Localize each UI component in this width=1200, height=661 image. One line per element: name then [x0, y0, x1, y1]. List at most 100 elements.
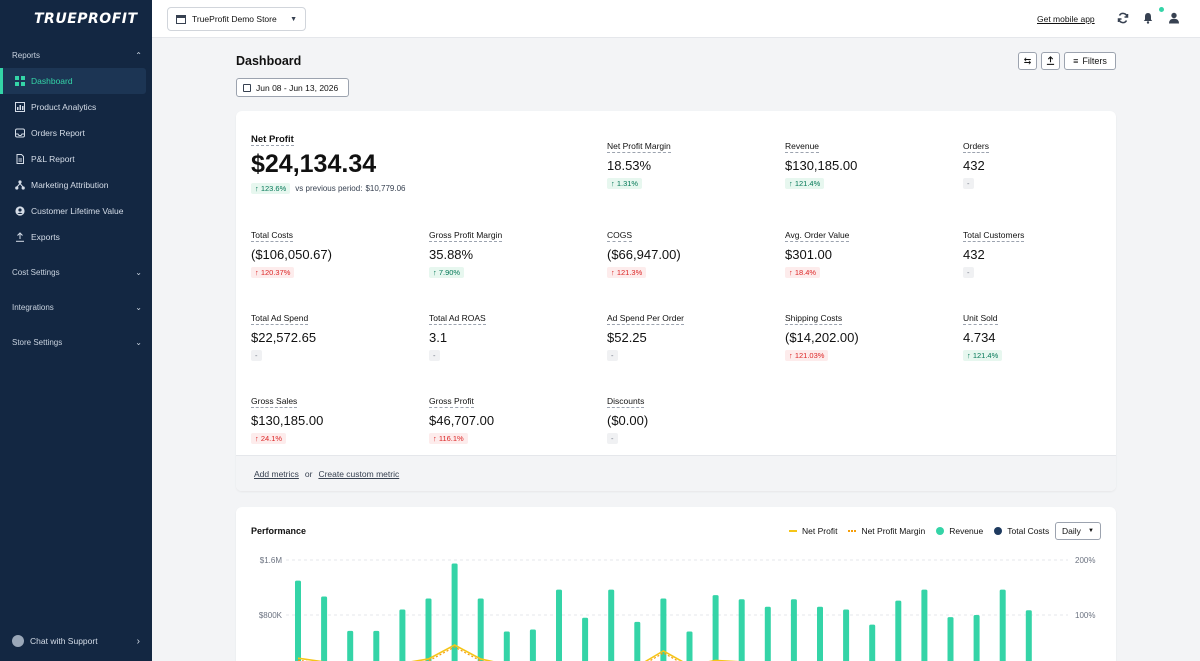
metric-label: Orders — [963, 141, 989, 153]
revenue-bar[interactable] — [790, 599, 797, 661]
add-metrics-link[interactable]: Add metrics — [254, 468, 299, 479]
revenue-bar[interactable] — [921, 589, 928, 661]
revenue-bar[interactable] — [869, 624, 876, 661]
export-button[interactable] — [1041, 52, 1060, 70]
metric-value: $22,572.65 — [251, 330, 317, 345]
metric-change-badge: ↑ 1.31% — [607, 178, 643, 189]
revenue-bar[interactable] — [556, 589, 562, 661]
revenue-bar[interactable] — [999, 589, 1006, 661]
line-swatch-icon — [789, 530, 797, 532]
date-range-picker[interactable]: Jun 08 - Jun 13, 2026 — [236, 78, 349, 97]
gross-sales-metric[interactable]: Gross Sales $130,185.00 ↑ 24.1% — [251, 391, 323, 446]
cost-settings-toggle[interactable]: Cost Settings ⌄ — [12, 268, 142, 277]
dot-swatch-icon — [936, 527, 945, 535]
revenue-bar[interactable] — [529, 629, 536, 661]
revenue-bar[interactable] — [347, 630, 354, 661]
revenue-bar[interactable] — [895, 600, 902, 661]
user-icon[interactable] — [1167, 11, 1181, 25]
legend-total-costs[interactable]: Total Costs — [994, 526, 1049, 536]
interval-select[interactable]: Daily ▼ — [1055, 522, 1101, 540]
revenue-bar[interactable] — [843, 609, 850, 661]
metric-change-badge: - — [251, 350, 262, 361]
sidebar-item-dashboard[interactable]: Dashboard — [0, 68, 146, 94]
create-custom-metric-link[interactable]: Create custom metric — [318, 468, 400, 479]
revenue-bar[interactable] — [477, 598, 484, 661]
sidebar-item-label: Product Analytics — [31, 102, 97, 112]
sidebar-item-customer-lifetime-value[interactable]: Customer Lifetime Value — [0, 198, 152, 224]
chevron-down-icon: ⌄ — [135, 268, 142, 277]
metric-value: 18.53% — [607, 158, 652, 173]
avg-order-value-metric[interactable]: Avg. Order Value $301.00 ↑ 18.4% — [785, 225, 850, 280]
sidebar-item-label: Marketing Attribution — [31, 180, 109, 190]
revenue-bar[interactable] — [451, 563, 458, 661]
bell-icon[interactable] — [1141, 11, 1155, 25]
metric-value: 35.88% — [429, 247, 474, 262]
y-left-tick-label: $800K — [259, 611, 283, 620]
revenue-bar[interactable] — [973, 615, 980, 661]
unit-sold-metric[interactable]: Unit Sold 4.734 ↑ 121.4% — [963, 308, 1003, 363]
trueprofit-logo[interactable]: TRUEPROFIT — [34, 11, 138, 27]
legend-net-profit-margin[interactable]: Net Profit Margin — [848, 526, 925, 536]
revenue-bar[interactable] — [712, 595, 719, 661]
gross-profit-margin-metric[interactable]: Gross Profit Margin 35.88% ↑ 7.90% — [429, 225, 503, 280]
orders-metric[interactable]: Orders 432 - — [963, 136, 989, 191]
sync-icon[interactable] — [1116, 11, 1130, 25]
reports-nav: Dashboard Product Analytics Orders Repor… — [0, 68, 152, 250]
store-selector[interactable]: TrueProfit Demo Store ▼ — [167, 7, 306, 31]
sidebar-item-product-analytics[interactable]: Product Analytics — [0, 94, 152, 120]
revenue-metric[interactable]: Revenue $130,185.00 ↑ 121.4% — [785, 136, 857, 191]
reports-section-toggle[interactable]: Reports ⌃ — [12, 51, 142, 60]
net-profit-line — [297, 644, 741, 661]
sidebar-item-exports[interactable]: Exports — [0, 224, 152, 250]
revenue-bar[interactable] — [1025, 610, 1032, 661]
total-ad-spend-metric[interactable]: Total Ad Spend $22,572.65 - — [251, 308, 316, 363]
revenue-bar[interactable] — [947, 617, 954, 661]
filters-button[interactable]: ≡ Filters — [1064, 52, 1116, 70]
revenue-bar[interactable] — [399, 609, 406, 661]
discounts-metric[interactable]: Discounts ($0.00) - — [607, 391, 648, 446]
metric-value: 3.1 — [429, 330, 448, 345]
net-profit-margin-metric[interactable]: Net Profit Margin 18.53% ↑ 1.31% — [607, 136, 671, 191]
metric-label: Net Profit Margin — [607, 141, 671, 153]
ad-spend-per-order-metric[interactable]: Ad Spend Per Order $52.25 - — [607, 308, 685, 363]
revenue-bar[interactable] — [608, 589, 615, 661]
chat-with-support-button[interactable]: Chat with Support › — [12, 635, 140, 647]
revenue-bar[interactable] — [321, 596, 328, 661]
total-costs-metric[interactable]: Total Costs ($106,050.67) ↑ 120.37% — [251, 225, 332, 280]
metric-value: 4.734 — [963, 330, 996, 345]
revenue-bar[interactable] — [634, 621, 641, 661]
legend-revenue[interactable]: Revenue — [936, 526, 983, 536]
integrations-toggle[interactable]: Integrations ⌄ — [12, 303, 142, 312]
store-settings-toggle[interactable]: Store Settings ⌄ — [12, 338, 142, 347]
cogs-metric[interactable]: COGS ($66,947.00) ↑ 121.3% — [607, 225, 681, 280]
revenue-bar[interactable] — [764, 606, 771, 661]
y-left-tick-label: $1.6M — [260, 556, 283, 565]
chart-icon — [15, 102, 25, 112]
legend-net-profit[interactable]: Net Profit — [789, 526, 837, 536]
total-ad-roas-metric[interactable]: Total Ad ROAS 3.1 - — [429, 308, 486, 363]
revenue-bar[interactable] — [582, 617, 589, 661]
revenue-bar[interactable] — [686, 631, 693, 661]
revenue-bar[interactable] — [738, 599, 745, 661]
sidebar-item-pl-report[interactable]: P&L Report — [0, 146, 152, 172]
sidebar-item-orders-report[interactable]: Orders Report — [0, 120, 152, 146]
metric-change-badge: ↑ 7.90% — [429, 267, 465, 278]
metric-change-badge: - — [963, 267, 974, 278]
shipping-costs-metric[interactable]: Shipping Costs ($14,202.00) ↑ 121.03% — [785, 308, 859, 363]
metric-label: Unit Sold — [963, 313, 998, 325]
revenue-bar[interactable] — [660, 598, 667, 661]
get-mobile-app-link[interactable]: Get mobile app — [1037, 14, 1095, 24]
revenue-bar[interactable] — [295, 580, 301, 661]
revenue-bar[interactable] — [503, 631, 510, 661]
gross-profit-metric[interactable]: Gross Profit $46,707.00 ↑ 116.1% — [429, 391, 494, 446]
total-customers-metric[interactable]: Total Customers 432 - — [963, 225, 1025, 280]
sidebar-item-label: Dashboard — [31, 76, 73, 86]
revenue-bar[interactable] — [373, 630, 380, 661]
revenue-bar[interactable] — [425, 598, 432, 661]
network-icon — [15, 180, 25, 190]
sidebar-item-marketing-attribution[interactable]: Marketing Attribution — [0, 172, 152, 198]
compare-button[interactable]: ⇆ — [1018, 52, 1037, 70]
net-profit-metric[interactable]: Net Profit $24,134.34 ↑ 123.6% vs previo… — [251, 129, 405, 194]
metric-change-badge: ↑ 24.1% — [251, 433, 287, 444]
revenue-bar[interactable] — [817, 606, 823, 661]
